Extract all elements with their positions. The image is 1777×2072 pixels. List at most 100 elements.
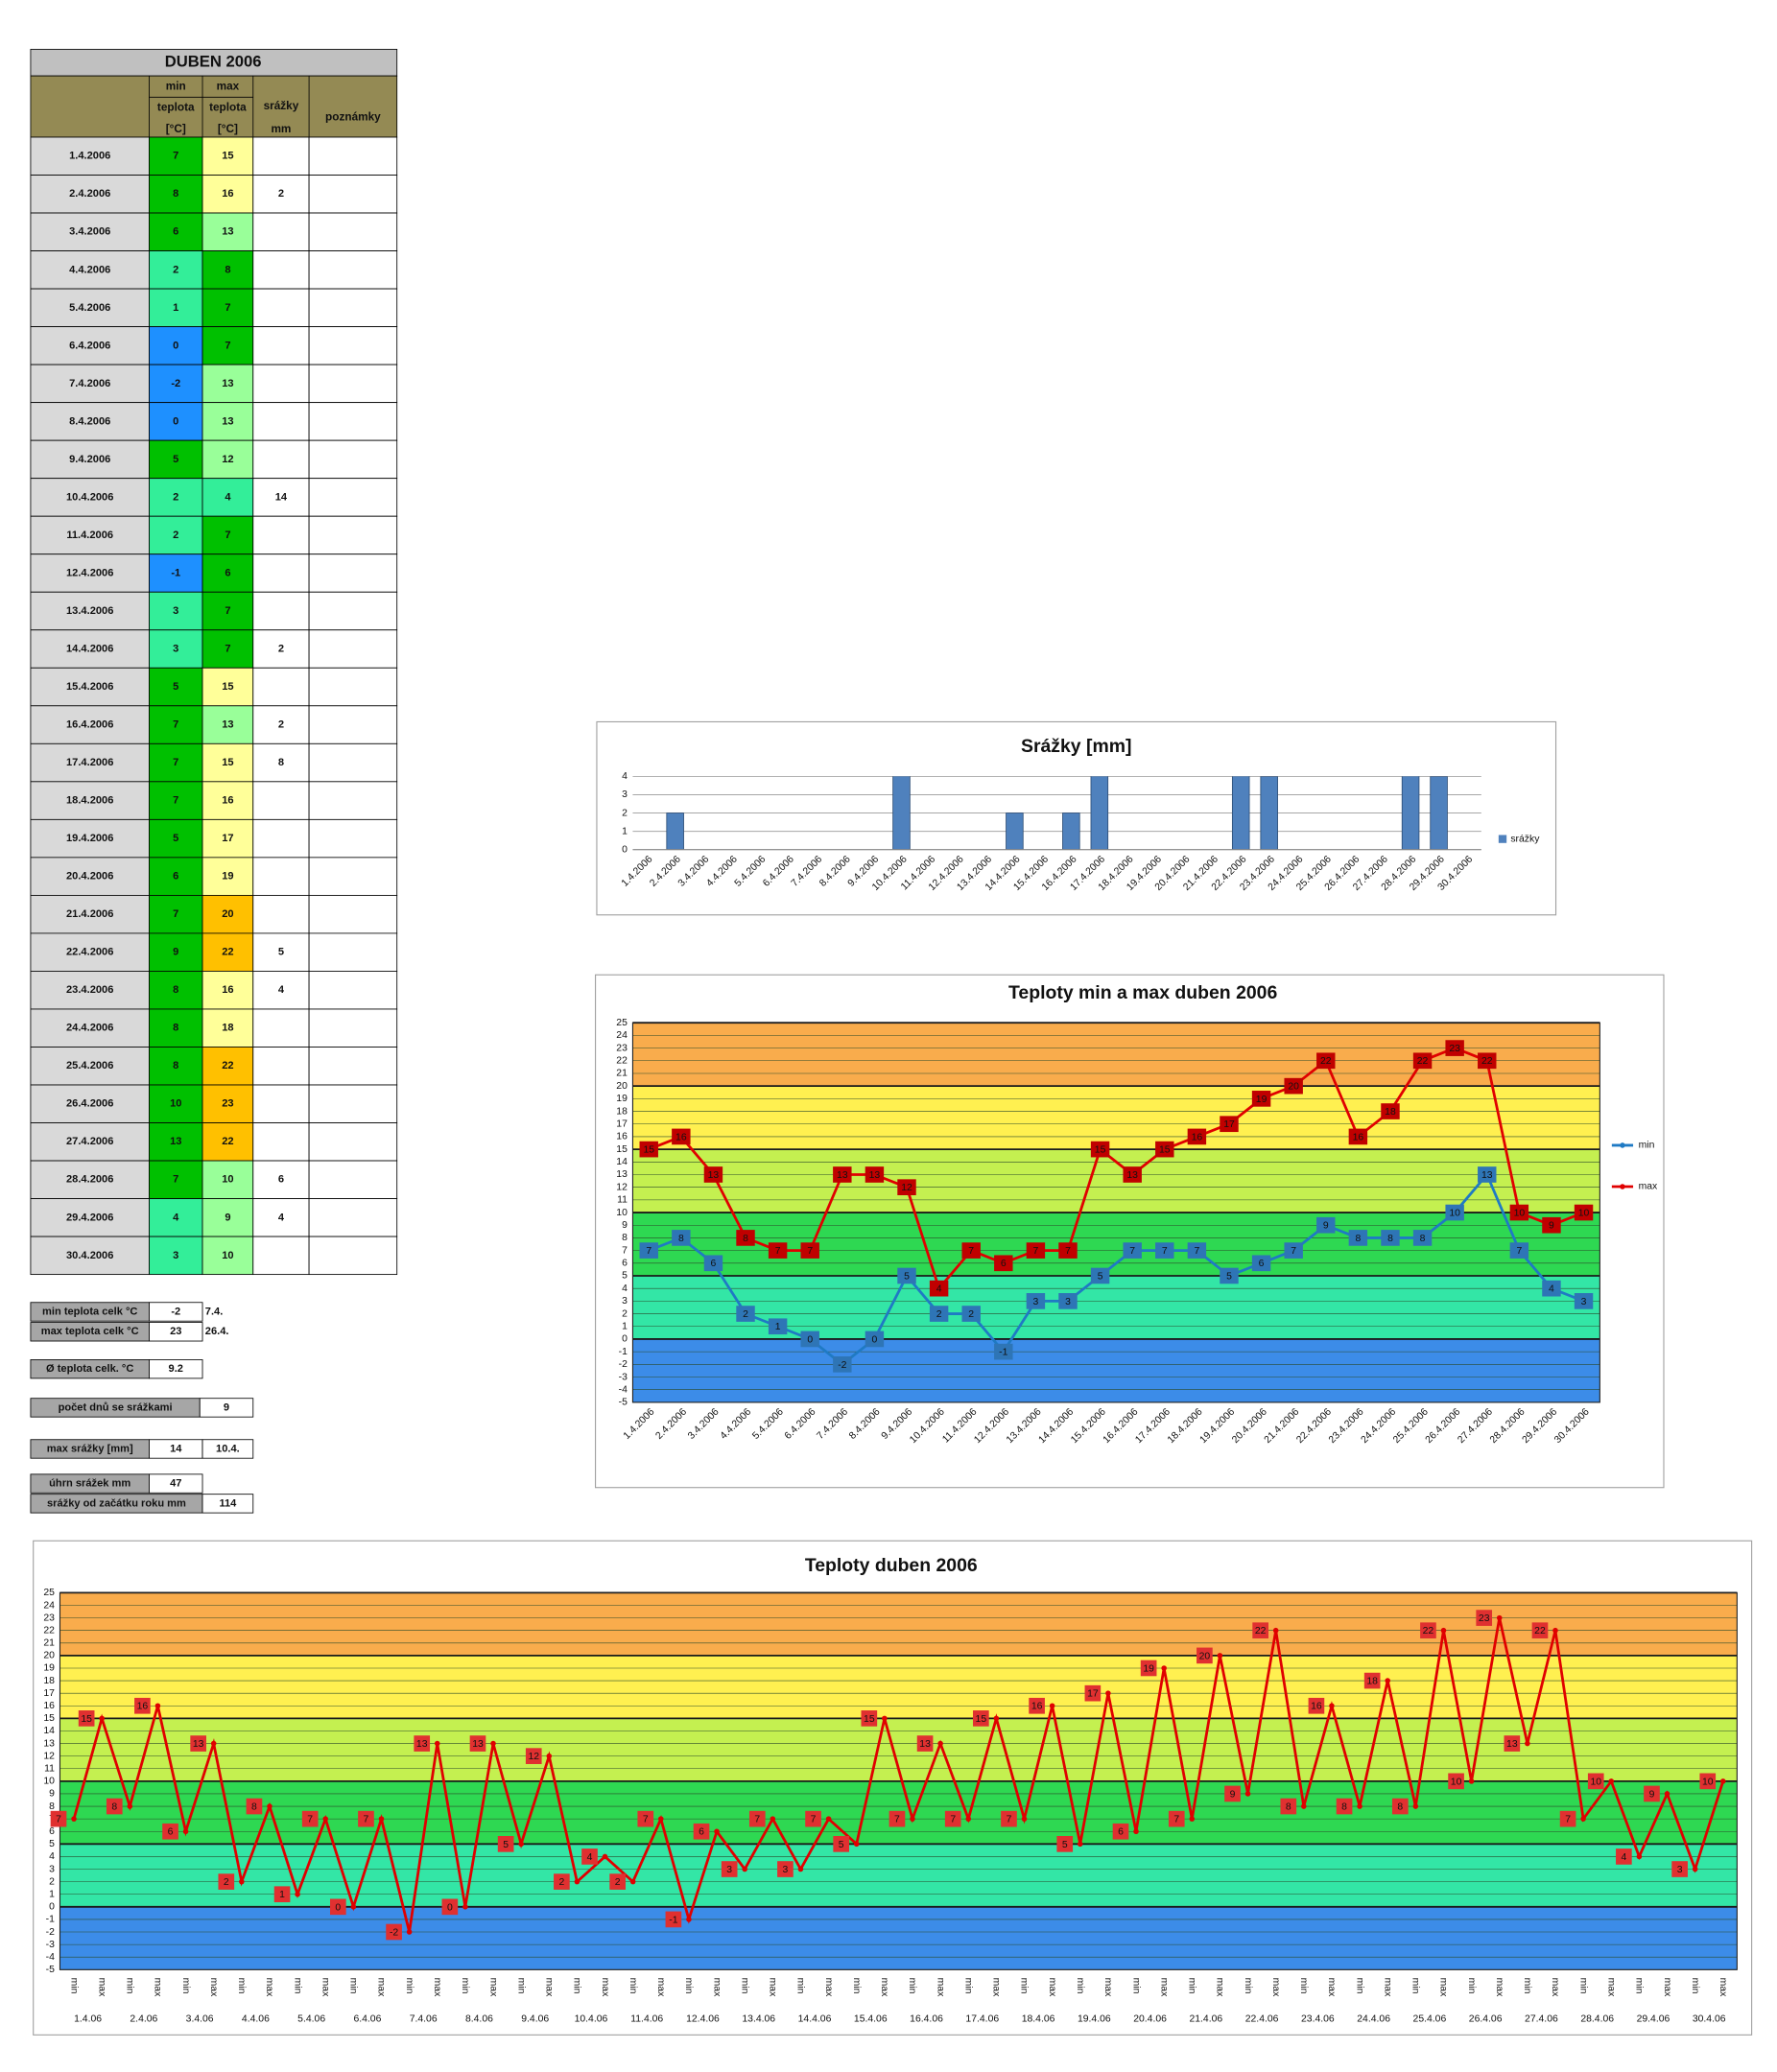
x-group-label: 5.4.06 bbox=[297, 2013, 325, 2024]
bar bbox=[1062, 812, 1080, 850]
x-group-label: 3.4.06 bbox=[186, 2013, 214, 2024]
summary-value: 114 bbox=[219, 1497, 237, 1509]
data-label: 3 bbox=[1677, 1865, 1683, 1875]
table-cell bbox=[30, 629, 150, 669]
cell-text: 17 bbox=[222, 833, 233, 844]
table-cell bbox=[30, 667, 150, 707]
data-label-box bbox=[805, 1810, 821, 1827]
table-cell bbox=[308, 742, 398, 783]
cell-text: 16.4.2006 bbox=[66, 718, 113, 730]
x-tick-label: min bbox=[404, 1978, 415, 1994]
table-cell bbox=[149, 1084, 203, 1123]
data-label: 16 bbox=[1353, 1132, 1364, 1142]
cell-text: 4 bbox=[278, 984, 285, 996]
bar bbox=[666, 812, 684, 850]
data-label-box bbox=[1542, 1280, 1561, 1297]
table-cell bbox=[149, 971, 203, 1010]
cell-text: 8 bbox=[173, 188, 178, 200]
data-label: 23 bbox=[1479, 1613, 1490, 1624]
table-cell bbox=[149, 818, 203, 859]
data-label-box bbox=[639, 1242, 658, 1259]
table-cell bbox=[30, 857, 150, 896]
x-tick-label: max bbox=[991, 1978, 1002, 1997]
cell-text: 10 bbox=[170, 1098, 181, 1110]
table-cell bbox=[252, 1047, 310, 1086]
data-label: -1 bbox=[669, 1915, 677, 1925]
x-tick-label: min bbox=[125, 1978, 135, 1994]
table-cell bbox=[308, 932, 398, 972]
x-group-label: 4.4.06 bbox=[242, 2013, 270, 2024]
y-tick-label: 16 bbox=[616, 1132, 628, 1142]
data-label-box bbox=[768, 1318, 788, 1335]
y-tick-label: 3 bbox=[49, 1864, 55, 1874]
x-tick-label: min bbox=[739, 1978, 749, 1994]
data-label-box bbox=[861, 1710, 878, 1727]
y-tick-label: 10 bbox=[43, 1777, 55, 1787]
cell-text: 6 bbox=[173, 871, 178, 883]
cell-text: 3 bbox=[173, 605, 178, 617]
summary-label: úhrn srážek mm bbox=[49, 1478, 130, 1490]
table-cell bbox=[201, 705, 254, 744]
data-label-box bbox=[1058, 1242, 1078, 1259]
point-marker bbox=[546, 1753, 553, 1759]
table-cell bbox=[252, 212, 310, 251]
table-cell bbox=[30, 364, 150, 404]
data-label: 17 bbox=[1087, 1689, 1099, 1700]
data-label: 9 bbox=[1323, 1221, 1329, 1232]
cell-text: -1 bbox=[171, 567, 180, 578]
y-tick-label: 20 bbox=[43, 1651, 55, 1661]
data-label-box bbox=[703, 1166, 723, 1183]
table-cell bbox=[30, 439, 150, 480]
data-label: 16 bbox=[137, 1702, 149, 1712]
data-label: 18 bbox=[1385, 1107, 1396, 1118]
cell-text: 10 bbox=[222, 1250, 233, 1261]
table-cell bbox=[252, 1122, 310, 1162]
x-tick-label: max bbox=[432, 1978, 442, 1997]
y-tick-label: 21 bbox=[43, 1638, 55, 1649]
x-tick-label: max bbox=[655, 1978, 666, 1997]
data-label-box bbox=[1316, 1052, 1336, 1070]
table-cell bbox=[30, 288, 150, 328]
cell-text: 9 bbox=[173, 947, 178, 958]
y-tick-label: 0 bbox=[622, 1334, 628, 1345]
point-marker bbox=[882, 1715, 888, 1722]
data-label: 16 bbox=[675, 1132, 687, 1142]
data-label-box bbox=[1559, 1810, 1576, 1827]
x-tick-label: min bbox=[1522, 1978, 1532, 1994]
table-header bbox=[30, 75, 398, 138]
table-cell bbox=[201, 136, 254, 176]
data-label: 7 bbox=[643, 1815, 649, 1825]
plot-border bbox=[631, 1022, 1600, 1403]
chart-title: Teploty min a max duben 2006 bbox=[1008, 982, 1277, 1003]
data-label-box bbox=[865, 1166, 885, 1183]
table-cell bbox=[308, 591, 398, 631]
point-marker bbox=[1189, 1816, 1196, 1822]
data-label: 6 bbox=[711, 1259, 717, 1269]
point-marker bbox=[1217, 1653, 1223, 1659]
cell-text: 13 bbox=[222, 415, 233, 427]
bars bbox=[666, 776, 1448, 850]
data-label-box bbox=[1187, 1242, 1207, 1259]
cell-text: 26.4.2006 bbox=[66, 1098, 113, 1110]
table-cell bbox=[308, 1084, 398, 1123]
cell-text: 4 bbox=[278, 1212, 285, 1223]
legend-marker bbox=[1620, 1142, 1625, 1148]
point-marker bbox=[1440, 1627, 1447, 1634]
point-marker bbox=[518, 1841, 524, 1848]
x-group-label: 27.4.06 bbox=[1525, 2013, 1558, 2024]
x-tick-label: max bbox=[1494, 1978, 1505, 1997]
table-cell bbox=[252, 250, 310, 290]
y-tick-label: 4 bbox=[622, 1283, 628, 1294]
data-label-box bbox=[581, 1848, 598, 1865]
table-cell bbox=[252, 818, 310, 859]
x-tick-label: max bbox=[768, 1978, 778, 1997]
y-tick-label: 18 bbox=[43, 1676, 55, 1686]
x-tick-label: max bbox=[1438, 1978, 1449, 1997]
band bbox=[59, 1655, 1738, 1719]
data-label-box bbox=[1644, 1785, 1660, 1802]
cell-text: 7 bbox=[173, 718, 178, 730]
x-group-label: 17.4.06 bbox=[965, 2013, 999, 2024]
data-label-box bbox=[441, 1898, 459, 1916]
x-tick-label: min bbox=[348, 1978, 359, 1994]
x-group-label: 28.4.06 bbox=[1580, 2013, 1614, 2024]
